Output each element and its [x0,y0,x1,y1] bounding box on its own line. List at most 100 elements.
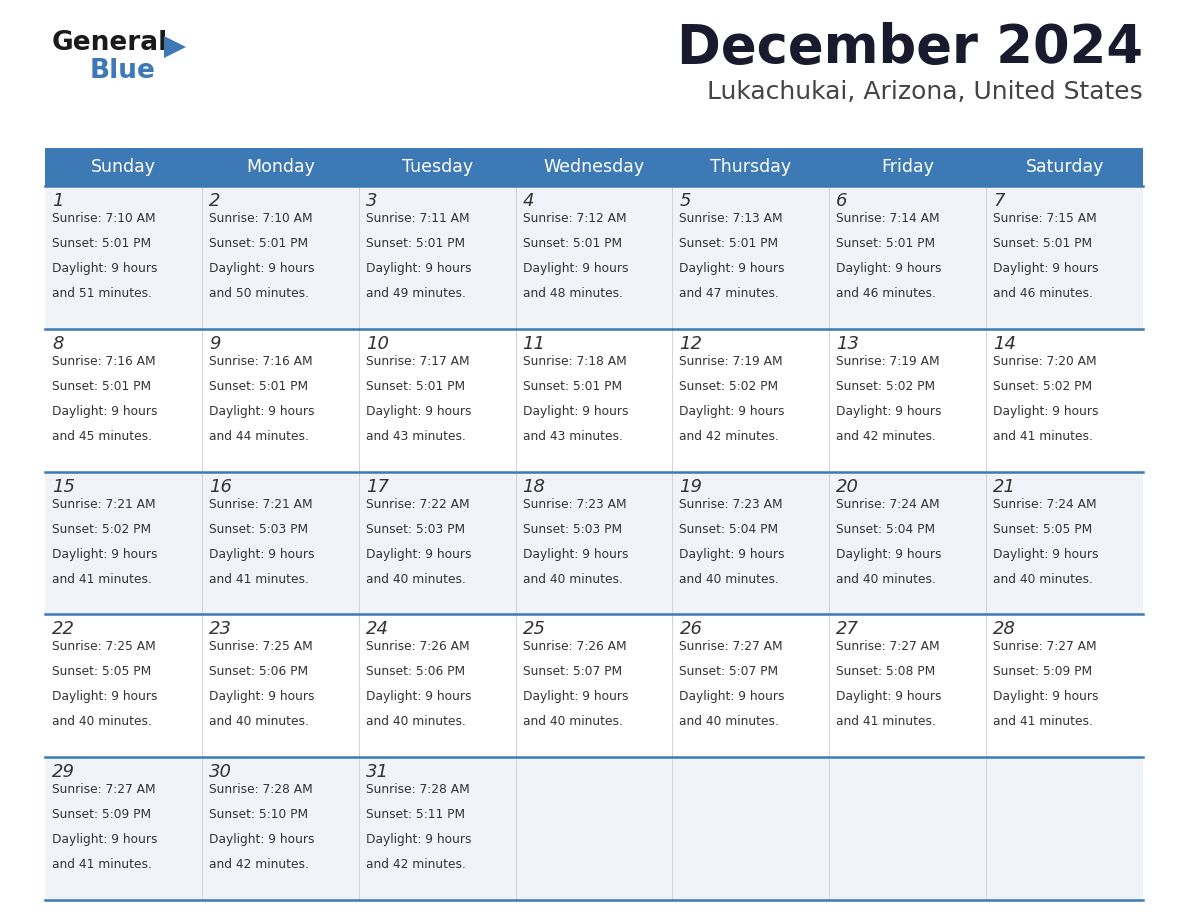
Text: Sunset: 5:01 PM: Sunset: 5:01 PM [52,237,151,250]
Text: Sunset: 5:01 PM: Sunset: 5:01 PM [209,237,308,250]
Text: Sunrise: 7:25 AM: Sunrise: 7:25 AM [52,641,156,654]
Text: and 42 minutes.: and 42 minutes. [680,430,779,442]
Text: General: General [52,30,169,56]
Text: Daylight: 9 hours: Daylight: 9 hours [209,690,315,703]
Text: Sunset: 5:06 PM: Sunset: 5:06 PM [366,666,465,678]
Bar [45,757,1143,900]
Text: Sunset: 5:09 PM: Sunset: 5:09 PM [52,808,151,822]
Text: 22: 22 [52,621,75,638]
Text: Sunrise: 7:17 AM: Sunrise: 7:17 AM [366,354,469,368]
Text: Thursday: Thursday [710,158,791,176]
Text: Sunset: 5:03 PM: Sunset: 5:03 PM [523,522,621,535]
Text: and 41 minutes.: and 41 minutes. [993,715,1093,728]
Text: 4: 4 [523,192,535,210]
Text: 23: 23 [209,621,232,638]
Text: Sunrise: 7:21 AM: Sunrise: 7:21 AM [209,498,312,510]
Text: Daylight: 9 hours: Daylight: 9 hours [993,547,1099,561]
Text: Daylight: 9 hours: Daylight: 9 hours [680,547,785,561]
Text: and 43 minutes.: and 43 minutes. [366,430,466,442]
Text: 17: 17 [366,477,388,496]
Text: Sunrise: 7:12 AM: Sunrise: 7:12 AM [523,212,626,225]
Text: and 46 minutes.: and 46 minutes. [993,287,1093,300]
Text: Sunrise: 7:19 AM: Sunrise: 7:19 AM [680,354,783,368]
Text: 18: 18 [523,477,545,496]
Text: Sunset: 5:01 PM: Sunset: 5:01 PM [680,237,778,250]
Text: and 40 minutes.: and 40 minutes. [680,573,779,586]
Text: Sunset: 5:02 PM: Sunset: 5:02 PM [836,380,935,393]
Text: 24: 24 [366,621,388,638]
Text: 6: 6 [836,192,848,210]
Text: Sunset: 5:11 PM: Sunset: 5:11 PM [366,808,465,822]
Bar [45,614,1143,757]
Text: Sunrise: 7:19 AM: Sunrise: 7:19 AM [836,354,940,368]
Text: and 40 minutes.: and 40 minutes. [680,715,779,728]
Text: Daylight: 9 hours: Daylight: 9 hours [680,262,785,275]
Text: Sunset: 5:01 PM: Sunset: 5:01 PM [523,380,621,393]
Text: and 49 minutes.: and 49 minutes. [366,287,466,300]
Text: 8: 8 [52,335,63,353]
Text: Daylight: 9 hours: Daylight: 9 hours [366,405,472,418]
Text: Sunset: 5:03 PM: Sunset: 5:03 PM [366,522,465,535]
Text: Sunrise: 7:23 AM: Sunrise: 7:23 AM [680,498,783,510]
Text: Wednesday: Wednesday [543,158,645,176]
Text: 26: 26 [680,621,702,638]
Text: and 40 minutes.: and 40 minutes. [209,715,309,728]
Text: and 43 minutes.: and 43 minutes. [523,430,623,442]
Text: Friday: Friday [881,158,934,176]
Text: Daylight: 9 hours: Daylight: 9 hours [993,690,1099,703]
Text: and 41 minutes.: and 41 minutes. [836,715,936,728]
Text: Sunrise: 7:20 AM: Sunrise: 7:20 AM [993,354,1097,368]
Text: Sunrise: 7:26 AM: Sunrise: 7:26 AM [366,641,469,654]
Text: Sunrise: 7:27 AM: Sunrise: 7:27 AM [836,641,940,654]
Text: Sunset: 5:01 PM: Sunset: 5:01 PM [993,237,1092,250]
Text: Daylight: 9 hours: Daylight: 9 hours [993,405,1099,418]
Text: 11: 11 [523,335,545,353]
Text: Daylight: 9 hours: Daylight: 9 hours [209,262,315,275]
Text: and 40 minutes.: and 40 minutes. [366,573,466,586]
Bar [516,148,672,186]
Text: Tuesday: Tuesday [402,158,473,176]
Text: Daylight: 9 hours: Daylight: 9 hours [52,405,158,418]
Text: and 40 minutes.: and 40 minutes. [52,715,152,728]
Bar [672,148,829,186]
Text: 15: 15 [52,477,75,496]
Text: and 51 minutes.: and 51 minutes. [52,287,152,300]
Bar [986,148,1143,186]
Text: Daylight: 9 hours: Daylight: 9 hours [523,405,628,418]
Text: and 41 minutes.: and 41 minutes. [52,858,152,871]
Text: 2: 2 [209,192,220,210]
Text: Daylight: 9 hours: Daylight: 9 hours [209,405,315,418]
Text: Sunset: 5:01 PM: Sunset: 5:01 PM [366,237,465,250]
Text: Lukachukai, Arizona, United States: Lukachukai, Arizona, United States [707,80,1143,104]
Text: Sunrise: 7:26 AM: Sunrise: 7:26 AM [523,641,626,654]
Text: Daylight: 9 hours: Daylight: 9 hours [836,262,942,275]
Text: and 47 minutes.: and 47 minutes. [680,287,779,300]
Text: Sunset: 5:01 PM: Sunset: 5:01 PM [836,237,935,250]
Bar [45,329,1143,472]
Text: Sunrise: 7:13 AM: Sunrise: 7:13 AM [680,212,783,225]
Text: and 40 minutes.: and 40 minutes. [836,573,936,586]
Text: Daylight: 9 hours: Daylight: 9 hours [680,405,785,418]
Text: Daylight: 9 hours: Daylight: 9 hours [523,262,628,275]
Text: 30: 30 [209,763,232,781]
Text: Sunset: 5:03 PM: Sunset: 5:03 PM [209,522,308,535]
Text: Daylight: 9 hours: Daylight: 9 hours [523,690,628,703]
Bar [45,472,1143,614]
Text: Sunrise: 7:11 AM: Sunrise: 7:11 AM [366,212,469,225]
Text: 25: 25 [523,621,545,638]
Text: Daylight: 9 hours: Daylight: 9 hours [366,262,472,275]
Text: Sunset: 5:10 PM: Sunset: 5:10 PM [209,808,308,822]
Text: Daylight: 9 hours: Daylight: 9 hours [993,262,1099,275]
Text: and 50 minutes.: and 50 minutes. [209,287,309,300]
Text: Sunrise: 7:22 AM: Sunrise: 7:22 AM [366,498,469,510]
Text: 7: 7 [993,192,1005,210]
Text: Sunset: 5:01 PM: Sunset: 5:01 PM [209,380,308,393]
Text: Sunrise: 7:14 AM: Sunrise: 7:14 AM [836,212,940,225]
Text: Sunset: 5:05 PM: Sunset: 5:05 PM [52,666,151,678]
Text: and 45 minutes.: and 45 minutes. [52,430,152,442]
Text: Daylight: 9 hours: Daylight: 9 hours [836,547,942,561]
Text: Sunrise: 7:21 AM: Sunrise: 7:21 AM [52,498,156,510]
Text: and 41 minutes.: and 41 minutes. [993,430,1093,442]
Text: Sunrise: 7:16 AM: Sunrise: 7:16 AM [209,354,312,368]
Text: Daylight: 9 hours: Daylight: 9 hours [209,547,315,561]
